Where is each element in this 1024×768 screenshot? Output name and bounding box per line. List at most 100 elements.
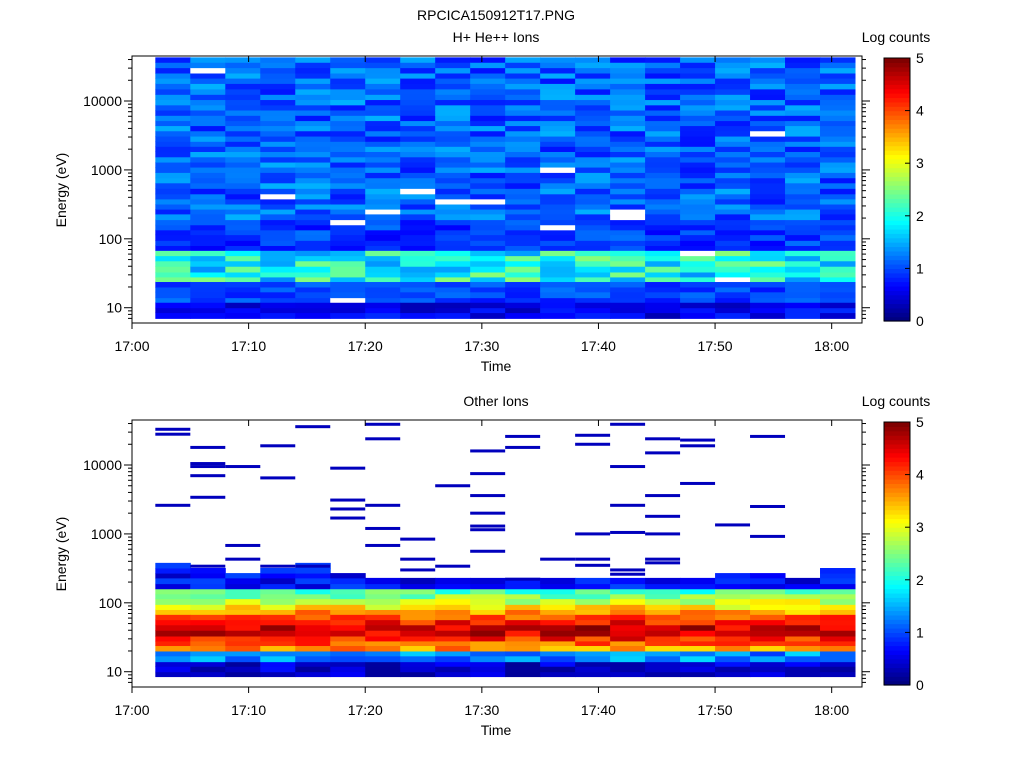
heatmap-cell: [400, 593, 436, 600]
heatmap-cell: [645, 583, 681, 590]
heatmap-cell: [505, 209, 541, 215]
heatmap-cell: [260, 619, 296, 626]
heatmap-cell: [785, 120, 821, 127]
heatmap-cell: [715, 291, 751, 299]
heatmap-cell: [295, 630, 331, 637]
heatmap-cell: [750, 276, 786, 283]
heatmap-cell: [260, 568, 296, 574]
heatmap-cell: [365, 666, 401, 673]
colorbar-swatch: [884, 285, 910, 291]
heatmap-cell: [225, 193, 261, 200]
heatmap-cell: [295, 234, 331, 241]
heatmap-cell: [575, 141, 611, 147]
heatmap-cell: [575, 640, 611, 647]
heatmap-cell: [470, 307, 506, 314]
panel-other-ions-ylabel: Energy (eV): [53, 517, 69, 592]
heatmap-cell: [190, 78, 226, 84]
heatmap-cell: [365, 250, 401, 257]
heatmap-cell: [295, 213, 331, 221]
heatmap-cell: [575, 624, 611, 631]
heatmap-cell: [540, 671, 576, 678]
heatmap-cell: [470, 156, 506, 163]
heatmap-cell: [610, 645, 646, 652]
heatmap-cell: [260, 255, 296, 262]
heatmap-cell: [820, 193, 856, 200]
heatmap-cell: [715, 650, 751, 657]
heatmap-cell: [645, 624, 681, 631]
heatmap-cell: [400, 583, 436, 590]
heatmap-cell: [750, 604, 786, 610]
heatmap-cell: [680, 666, 716, 673]
heatmap-cell: [715, 312, 751, 319]
heatmap-sparse-count: [190, 564, 226, 568]
heatmap-cell: [750, 209, 786, 215]
heatmap-cell: [680, 162, 716, 168]
heatmap-cell: [820, 219, 856, 226]
heatmap-cell: [155, 130, 191, 137]
heatmap-cell: [155, 297, 191, 303]
heatmap-cell: [225, 307, 261, 314]
heatmap-cell: [575, 94, 611, 101]
heatmap-cell: [365, 312, 401, 319]
heatmap-cell: [400, 99, 436, 106]
heatmap-cell: [190, 130, 226, 137]
heatmap-cell: [820, 88, 856, 95]
heatmap-cell: [540, 209, 576, 215]
heatmap-cell: [785, 78, 821, 84]
heatmap-sparse-count: [330, 466, 366, 470]
heatmap-cell: [540, 177, 576, 184]
heatmap-sparse-count: [715, 523, 751, 527]
heatmap-cell: [470, 67, 506, 74]
heatmap-cell: [680, 614, 716, 621]
heatmap-cell: [820, 67, 856, 74]
heatmap-cell: [190, 577, 226, 585]
heatmap-cell: [470, 291, 506, 299]
panel-other-ions-colorbar-label: Log counts: [862, 393, 931, 409]
heatmap-cell: [680, 188, 716, 195]
heatmap-cell: [470, 83, 506, 90]
heatmap-cell: [400, 630, 436, 637]
heatmap-cell: [785, 577, 821, 585]
heatmap-cell: [575, 99, 611, 106]
heatmap-cell: [155, 281, 191, 288]
heatmap-cell: [575, 88, 611, 95]
heatmap-cell: [225, 666, 261, 673]
heatmap-cell: [715, 271, 751, 278]
heatmap-cell: [715, 635, 751, 642]
heatmap-cell: [155, 188, 191, 195]
heatmap-cell: [680, 593, 716, 600]
heatmap-cell: [750, 219, 786, 226]
heatmap-cell: [715, 276, 751, 283]
heatmap-cell: [400, 655, 436, 663]
heatmap-cell: [820, 229, 856, 236]
heatmap-cell: [645, 588, 681, 595]
heatmap-cell: [190, 619, 226, 626]
heatmap-cell: [470, 120, 506, 127]
heatmap-cell: [610, 307, 646, 314]
heatmap-cell: [645, 229, 681, 236]
colorbar-swatch: [884, 250, 910, 256]
y-tick-label: 1000: [91, 162, 122, 178]
heatmap-cell: [225, 276, 261, 283]
heatmap-cell: [785, 297, 821, 303]
heatmap-cell: [750, 640, 786, 647]
heatmap-cell: [820, 588, 856, 595]
heatmap-cell: [540, 276, 576, 283]
heatmap-cell: [295, 614, 331, 621]
colorbar-swatch: [884, 474, 910, 480]
heatmap-cell: [470, 88, 506, 95]
heatmap-cell: [540, 635, 576, 642]
heatmap-cell: [260, 57, 296, 63]
heatmap-cell: [470, 245, 506, 251]
heatmap-cell: [330, 146, 366, 153]
heatmap-cell: [575, 655, 611, 663]
heatmap-cell: [435, 609, 471, 615]
heatmap-cell: [540, 99, 576, 106]
heatmap-cell: [750, 573, 786, 579]
heatmap-cell: [155, 640, 191, 647]
heatmap-cell: [820, 266, 856, 273]
heatmap-cell: [505, 297, 541, 303]
heatmap-cell: [575, 224, 611, 231]
heatmap-cell: [190, 182, 226, 189]
